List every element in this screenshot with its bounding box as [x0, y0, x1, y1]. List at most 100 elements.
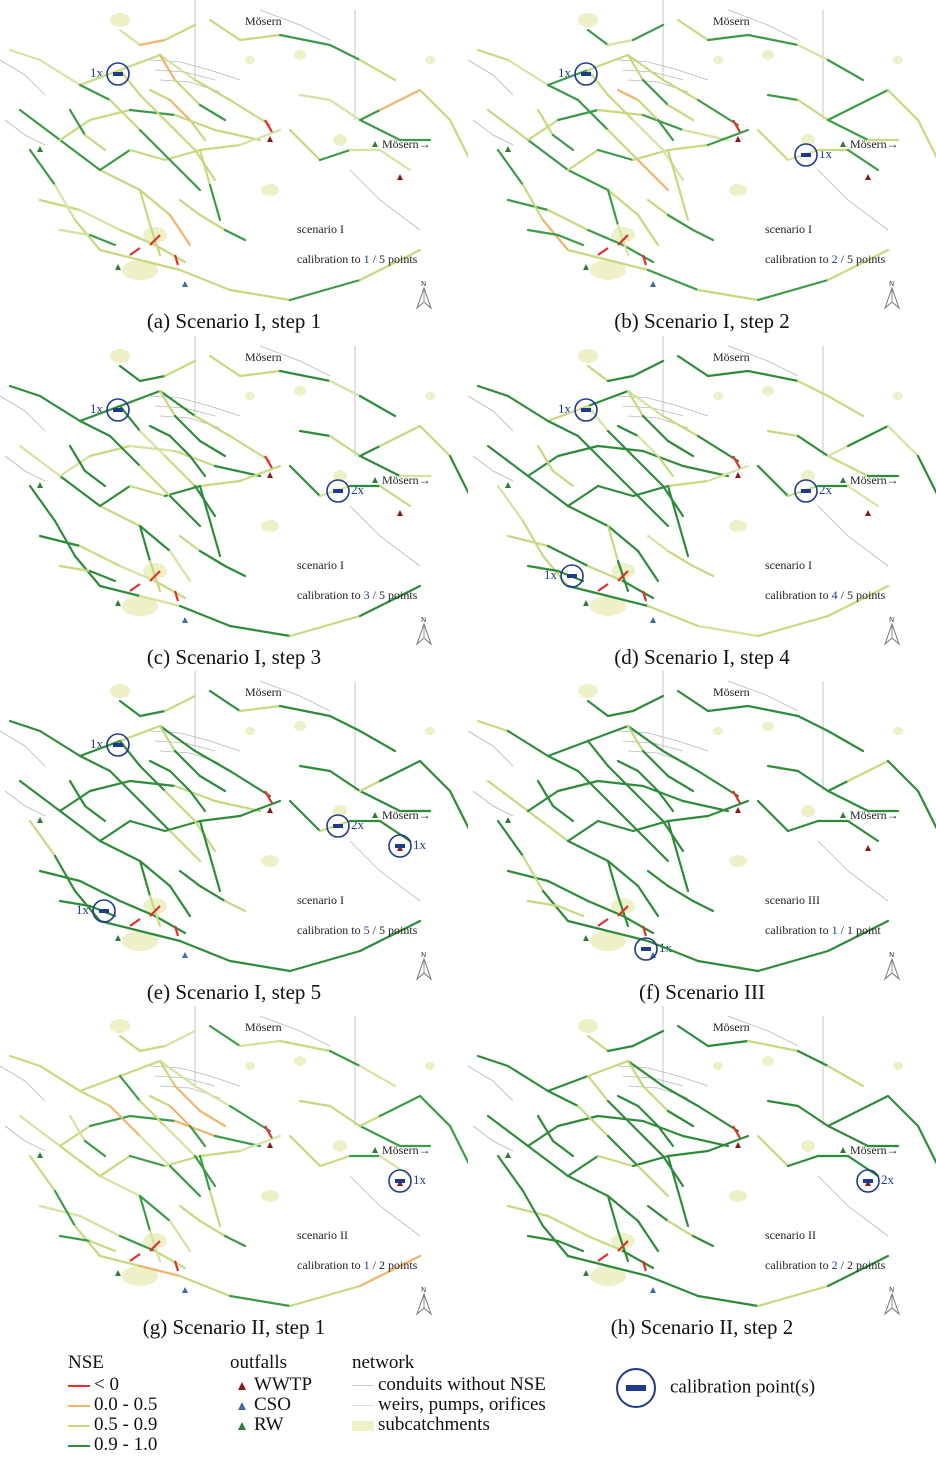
- conduit-segment: [656, 118, 675, 142]
- conduit-segment: [68, 779, 87, 808]
- conduit-segment: [746, 704, 800, 718]
- conduit-segment: [746, 33, 800, 47]
- conduit-segment: [666, 1219, 695, 1238]
- calibration-count: 3: [363, 588, 370, 602]
- conduit-segment: [826, 444, 850, 458]
- conduit-segment: [163, 484, 202, 498]
- conduit-segment: [118, 1034, 142, 1053]
- calibration-text: calibration to 5 / 5 points: [297, 923, 417, 938]
- conduit-segment: [378, 88, 422, 112]
- outfall-marker: [735, 472, 741, 478]
- conduit-segment: [378, 484, 412, 508]
- calibration-suffix: / 2 points: [837, 1258, 886, 1272]
- conduit-segment: [138, 1264, 182, 1278]
- conduit-segment: [586, 1059, 630, 1078]
- panel-caption: (b) Scenario I, step 2: [614, 309, 790, 333]
- conduit-segment: [676, 1024, 710, 1048]
- conduit-segment: [536, 779, 555, 808]
- conduit-segment: [138, 93, 167, 122]
- conduit-segment: [198, 884, 227, 903]
- conduit-segment: [58, 138, 102, 172]
- conduit-segment: [661, 78, 700, 102]
- svg-text:N: N: [889, 280, 894, 288]
- subcatchment: [893, 1062, 903, 1070]
- calibration-count-label: 1x: [90, 736, 103, 751]
- outfall-marker: [397, 510, 403, 516]
- town-name: Mösern: [382, 137, 419, 151]
- outfall-marker: [865, 510, 871, 516]
- conduit-segment: [606, 1264, 650, 1278]
- sewer-network-map: [468, 336, 936, 638]
- conduit-segment: [886, 88, 920, 122]
- conduit-segment: [188, 118, 207, 142]
- outfall-marker: [372, 141, 378, 147]
- subcatchment: [801, 1140, 815, 1152]
- conduit-segment: [636, 434, 660, 458]
- conduit-segment-negative: [617, 1240, 629, 1252]
- conduit-without-nse: [349, 505, 421, 567]
- conduit-segment: [586, 564, 625, 583]
- conduit-segment: [98, 839, 142, 863]
- conduit-segment: [666, 1154, 680, 1193]
- conduit-segment-negative: [173, 925, 180, 937]
- subcatchment: [578, 1019, 598, 1033]
- conduit-segment: [118, 1074, 142, 1103]
- conduit-segment: [448, 789, 468, 830]
- panel-caption: (c) Scenario I, step 3: [146, 645, 322, 669]
- subcatchment: [261, 855, 279, 867]
- conduit-segment: [148, 88, 172, 102]
- conduit-segment: [198, 103, 227, 122]
- conduit-segment: [163, 1029, 197, 1048]
- calibration-count-label: 1x: [558, 65, 571, 80]
- scenario-label: scenario II: [297, 1228, 348, 1242]
- panel-caption: (a) Scenario I, step 1: [146, 309, 322, 333]
- outfall-marker: [840, 1147, 846, 1153]
- conduit-segment: [676, 354, 710, 378]
- conduit-segment: [98, 148, 132, 172]
- conduit-segment: [78, 1089, 112, 1108]
- conduit-segment: [128, 444, 177, 453]
- conduit-segment: [576, 1104, 610, 1138]
- conduit-segment: [636, 1164, 670, 1198]
- conduit-segment: [98, 1254, 142, 1268]
- conduit-segment: [596, 108, 645, 117]
- svg-text:N: N: [421, 951, 426, 959]
- conduit-segment: [328, 769, 362, 793]
- calibration-count-label: 1x: [413, 837, 426, 852]
- conduit-segment: [178, 604, 232, 628]
- conduit-segment: [526, 454, 560, 478]
- conduit-segment: [631, 1029, 665, 1048]
- conduit-segment: [756, 278, 830, 302]
- subcatchment: [425, 392, 435, 400]
- conduit-segment: [278, 704, 332, 718]
- subcatchment: [143, 227, 167, 243]
- conduit-without-nse: [472, 1125, 514, 1152]
- conduit-segment: [163, 1124, 197, 1158]
- conduit-segment: [58, 118, 92, 142]
- conduit-segment: [288, 949, 362, 973]
- conduit-segment: [526, 1124, 560, 1148]
- conduit-segment: [566, 504, 610, 528]
- subcatchment: [333, 470, 347, 482]
- sewer-network-map: [0, 671, 468, 973]
- conduit-segment: [138, 464, 172, 498]
- subcatchment: [245, 727, 255, 735]
- conduit-segment: [646, 604, 700, 628]
- conduit-segment: [636, 98, 660, 122]
- legend-nse-label: 0.0 - 0.5: [94, 1394, 158, 1415]
- calibration-point-bar: [641, 947, 651, 951]
- subcatchment: [713, 56, 723, 64]
- calibration-point: [856, 1169, 880, 1193]
- conduit-segment: [556, 108, 600, 122]
- conduit-segment: [756, 949, 830, 973]
- subcatchment: [590, 931, 626, 951]
- outfall-marker: [505, 482, 511, 488]
- conduit-without-nse: [622, 405, 684, 417]
- conduit-segment: [786, 819, 820, 833]
- conduit-segment: [138, 188, 152, 227]
- conduit-segment: [566, 1174, 610, 1198]
- conduit-segment: [8, 48, 42, 62]
- conduit-segment: [118, 739, 142, 768]
- calibration-text: calibration to 1 / 5 points: [297, 252, 417, 267]
